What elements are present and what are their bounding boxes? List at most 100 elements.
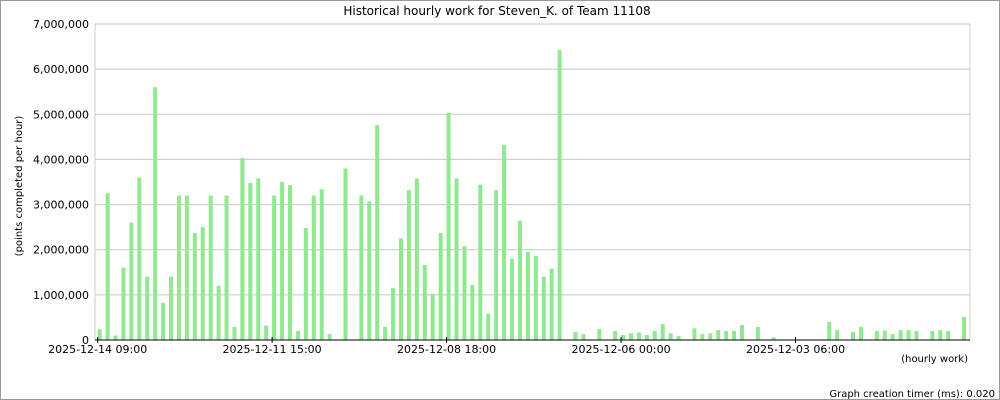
bar [343, 168, 348, 340]
bar [946, 330, 951, 340]
bar [184, 195, 189, 340]
chart-title: Historical hourly work for Steven_K. of … [343, 4, 650, 18]
bar [716, 330, 721, 340]
y-tick-label: 1,000,000 [33, 289, 89, 302]
bar [462, 246, 467, 340]
bar [303, 228, 308, 340]
bar [383, 326, 388, 340]
x-tick-label: 2025-12-08 18:00 [397, 343, 496, 356]
bar [676, 335, 681, 340]
bar [581, 334, 586, 340]
bar [890, 334, 895, 340]
bar [660, 324, 665, 340]
bar [295, 330, 300, 340]
bar [169, 276, 174, 340]
bar [700, 334, 705, 340]
bar [898, 330, 903, 340]
bar [232, 326, 237, 340]
bar [256, 178, 261, 340]
bar [835, 330, 840, 340]
bar [914, 330, 919, 340]
bar [375, 125, 380, 341]
bar [121, 267, 126, 340]
bar [906, 330, 911, 340]
bar [636, 332, 641, 340]
bar [216, 285, 221, 340]
y-tick-label: 5,000,000 [33, 108, 89, 121]
bar [438, 233, 443, 340]
bar [573, 331, 578, 340]
bar [470, 284, 475, 340]
bar [755, 326, 760, 340]
bar [732, 330, 737, 340]
bar [311, 195, 316, 340]
bar [549, 268, 554, 340]
bar [399, 238, 404, 340]
bar [644, 335, 649, 340]
bar [327, 334, 332, 340]
bar [240, 158, 245, 340]
bar [486, 313, 491, 340]
y-axis-label: (points completed per hour) [14, 116, 25, 257]
y-tick-label: 3,000,000 [33, 199, 89, 212]
y-tick-label: 6,000,000 [33, 63, 89, 76]
bar [422, 265, 427, 340]
bar [962, 316, 967, 340]
bar [145, 276, 150, 340]
bar [129, 222, 134, 340]
bar [557, 50, 562, 340]
bar [938, 330, 943, 340]
bar [113, 335, 118, 340]
x-tick-label: 2025-12-03 06:00 [746, 343, 845, 356]
bar [771, 337, 776, 340]
bar [153, 87, 158, 340]
bar [248, 182, 253, 340]
bar [264, 325, 269, 340]
x-tick-label: 2025-12-11 15:00 [223, 343, 322, 356]
bar [224, 195, 229, 340]
bar [454, 178, 459, 340]
bar [137, 177, 142, 340]
bar [724, 330, 729, 340]
bar [628, 333, 633, 340]
bar [176, 195, 181, 340]
bar [446, 112, 451, 340]
y-tick-label: 0 [82, 334, 89, 347]
bar [161, 302, 166, 340]
bar [708, 333, 713, 340]
bar [208, 195, 213, 340]
bar [930, 330, 935, 340]
bar [652, 330, 657, 340]
bar [692, 328, 697, 340]
bar [874, 330, 879, 340]
bar [621, 335, 626, 340]
y-tick-label: 4,000,000 [33, 153, 89, 166]
x-axis-label: (hourly work) [901, 354, 968, 365]
bar [533, 256, 538, 340]
bar [740, 325, 745, 340]
footer: Graph creation timer (ms): 0.020 [829, 389, 995, 400]
bar [827, 321, 832, 340]
bar [272, 195, 277, 340]
bar [414, 178, 419, 340]
bar [525, 251, 530, 340]
y-tick-label: 7,000,000 [33, 18, 89, 31]
bar [502, 144, 507, 340]
bar [613, 330, 618, 340]
bar [858, 326, 863, 340]
bar [541, 276, 546, 340]
bar [200, 227, 205, 340]
bar [406, 190, 411, 340]
bar [287, 185, 292, 340]
bar [319, 189, 324, 340]
bar [391, 288, 396, 340]
bar [597, 329, 602, 340]
x-tick-label: 2025-12-14 09:00 [48, 343, 147, 356]
bar [105, 193, 110, 340]
bar [97, 329, 102, 340]
bar [517, 220, 522, 340]
bar [851, 331, 856, 340]
bar [668, 333, 673, 340]
bar [430, 293, 435, 340]
